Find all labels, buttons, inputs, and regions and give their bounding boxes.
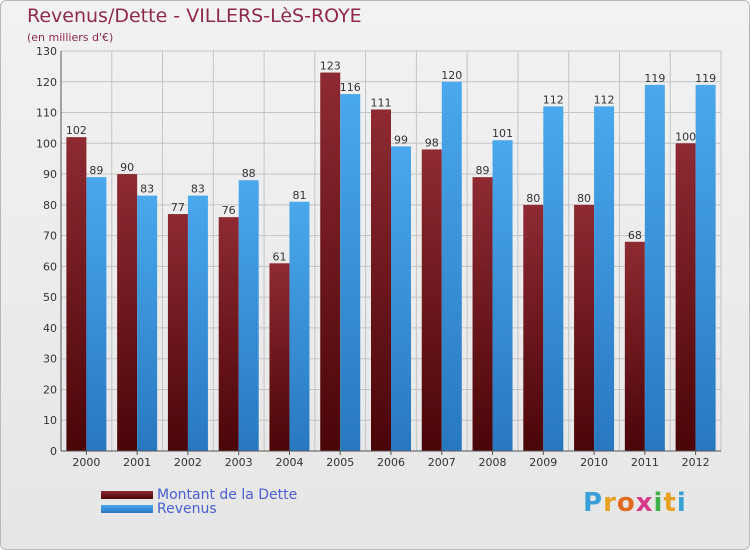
data-label-revenus: 101 <box>492 127 513 140</box>
y-tick-label: 60 <box>43 260 57 273</box>
bar-revenus <box>594 106 615 451</box>
y-tick-label: 100 <box>36 137 57 150</box>
data-label-dette: 77 <box>171 201 185 214</box>
chart-subtitle: (en milliers d'€) <box>27 31 114 44</box>
data-label-revenus: 89 <box>89 164 103 177</box>
data-label-revenus: 116 <box>340 81 361 94</box>
bar-revenus <box>137 195 158 451</box>
bar-revenus <box>492 140 513 451</box>
x-tick-label: 2002 <box>174 456 202 469</box>
y-tick-label: 80 <box>43 199 57 212</box>
logo-letter: i <box>676 488 687 518</box>
data-label-dette: 89 <box>476 164 490 177</box>
bar-dette <box>421 149 442 451</box>
bar-dette <box>371 109 391 451</box>
legend-label-debt: Montant de la Dette <box>157 487 298 503</box>
x-tick-label: 2009 <box>529 456 557 469</box>
y-tick-label: 20 <box>43 383 57 396</box>
x-tick-label: 2010 <box>580 456 608 469</box>
x-tick-label: 2005 <box>326 456 354 469</box>
data-label-revenus: 83 <box>191 183 205 196</box>
y-tick-label: 50 <box>43 291 57 304</box>
data-label-revenus: 99 <box>394 133 408 146</box>
x-tick-label: 2011 <box>631 456 659 469</box>
proxiti-logo: Proxiti <box>583 488 687 518</box>
x-tick-label: 2012 <box>682 456 710 469</box>
chart-title: Revenus/Dette - VILLERS-LèS-ROYE <box>27 5 362 27</box>
data-label-dette: 90 <box>120 161 134 174</box>
bar-revenus <box>289 201 310 451</box>
bar-dette <box>574 204 595 451</box>
x-tick-label: 2006 <box>377 456 405 469</box>
y-tick-label: 70 <box>43 230 57 243</box>
data-label-revenus: 81 <box>292 189 306 202</box>
logo-letter: t <box>663 488 677 518</box>
x-tick-label: 2000 <box>72 456 100 469</box>
y-tick-label: 110 <box>36 107 57 120</box>
data-label-revenus: 88 <box>242 167 256 180</box>
data-label-dette: 68 <box>628 229 642 242</box>
y-tick-label: 90 <box>43 168 57 181</box>
legend-swatch-debt <box>101 491 153 499</box>
x-tick-label: 2007 <box>428 456 456 469</box>
data-label-dette: 80 <box>577 192 591 205</box>
bars-layer <box>66 72 716 452</box>
x-tick-label: 2004 <box>275 456 303 469</box>
bar-revenus <box>391 146 411 451</box>
bar-dette <box>269 263 290 451</box>
bar-dette <box>66 137 87 451</box>
bar-dette <box>523 204 544 451</box>
x-tick-label: 2001 <box>123 456 151 469</box>
y-tick-label: 0 <box>50 445 57 458</box>
bar-dette <box>320 72 341 452</box>
bar-revenus <box>187 195 208 451</box>
bar-revenus <box>543 106 564 451</box>
logo-letter: o <box>616 488 636 518</box>
data-label-revenus: 83 <box>140 183 154 196</box>
x-tick-label: 2003 <box>225 456 253 469</box>
data-label-dette: 123 <box>320 60 341 73</box>
legend-label-revenus: Revenus <box>157 501 217 517</box>
x-tick-label: 2008 <box>479 456 507 469</box>
bar-revenus <box>441 81 462 452</box>
data-label-revenus: 119 <box>644 72 665 85</box>
y-tick-label: 10 <box>43 414 57 427</box>
logo-letter: r <box>603 488 617 518</box>
bar-dette <box>167 214 188 451</box>
bar-revenus <box>695 84 716 451</box>
data-label-dette: 80 <box>526 192 540 205</box>
bar-dette <box>675 143 696 452</box>
data-label-revenus: 112 <box>543 93 564 106</box>
bar-dette <box>117 174 138 452</box>
data-label-dette: 61 <box>272 250 286 263</box>
bar-dette <box>624 241 645 451</box>
bar-revenus <box>238 180 259 451</box>
data-label-revenus: 119 <box>695 72 716 85</box>
data-label-dette: 111 <box>371 96 392 109</box>
y-tick-label: 120 <box>36 76 57 89</box>
logo-letter: x <box>635 488 654 518</box>
logo-letter: P <box>583 488 604 518</box>
bar-revenus <box>644 84 665 451</box>
data-label-dette: 102 <box>66 124 87 137</box>
axis-layer: 0 10 20 30 40 50 60 70 80 90 100 110 120 130 2000 2001 2… <box>36 45 721 469</box>
bar-revenus <box>86 177 107 451</box>
bar-revenus <box>340 94 361 452</box>
y-tick-label: 40 <box>43 322 57 335</box>
y-tick-label: 30 <box>43 353 57 366</box>
data-label-dette: 76 <box>222 204 236 217</box>
bar-dette <box>218 217 239 451</box>
data-label-dette: 98 <box>425 136 439 149</box>
labels-layer: 102 89 90 83 77 83 76 88 61 81 123 116 111 99 98 120 89 1… <box>66 60 716 264</box>
legend-swatch-revenus <box>101 505 153 513</box>
data-label-revenus: 112 <box>594 93 615 106</box>
bar-dette <box>472 177 493 451</box>
data-label-revenus: 120 <box>441 69 462 82</box>
y-tick-label: 130 <box>36 45 57 58</box>
data-label-dette: 100 <box>675 130 696 143</box>
logo-letter: i <box>653 488 664 518</box>
